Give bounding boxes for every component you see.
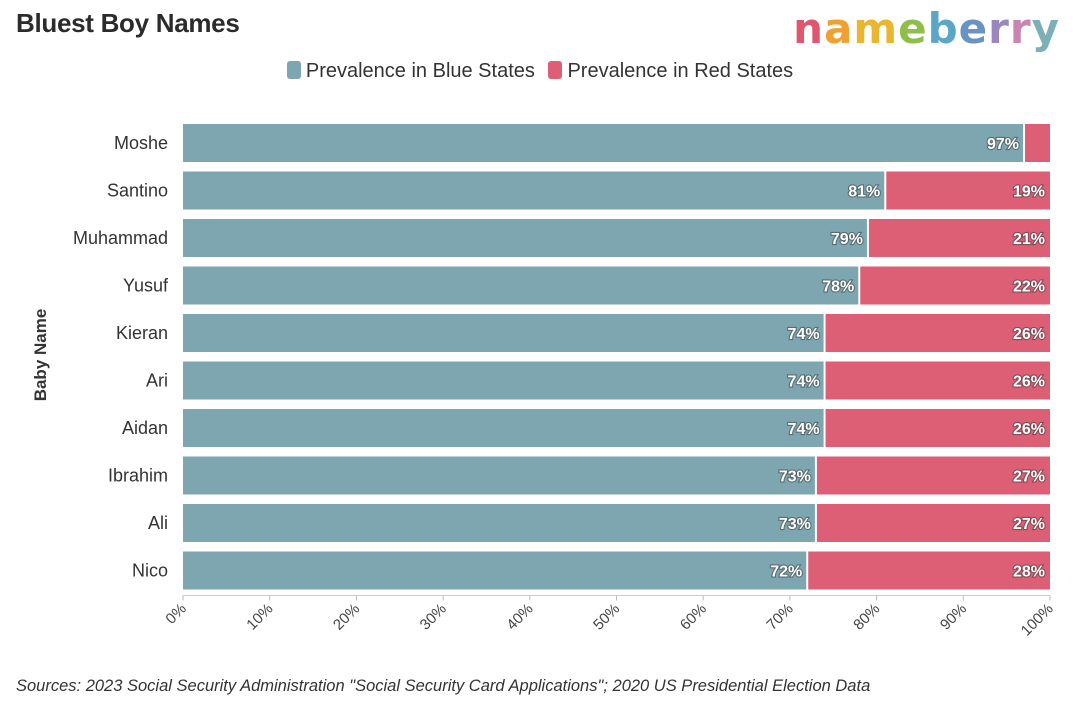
bar-red (824, 409, 1050, 447)
x-tick-label: 40% (503, 600, 536, 633)
x-tick-label: 20% (330, 600, 363, 633)
category-label: Nico (132, 561, 168, 581)
category-label: Ali (148, 513, 168, 533)
data-label-blue: 74% (788, 326, 820, 343)
bar-red (885, 171, 1050, 210)
data-label-blue: 78% (822, 279, 854, 296)
x-tick-label: 0% (162, 600, 189, 627)
bar-red (824, 361, 1050, 400)
source-note: Sources: 2023 Social Security Administra… (16, 677, 871, 695)
x-tick-label: 60% (677, 600, 710, 633)
logo-letter: m (853, 4, 899, 53)
logo-letter: y (1031, 4, 1060, 53)
data-label-red: 27% (1013, 516, 1045, 533)
bar-blue (183, 504, 816, 542)
bar-blue (183, 124, 1024, 162)
x-tick-label: 10% (243, 600, 276, 633)
category-label: Muhammad (73, 228, 168, 248)
category-label: Yusuf (123, 276, 169, 296)
bar-blue (183, 551, 808, 590)
bar-red (1023, 124, 1050, 162)
chart-title: Bluest Boy Names (16, 8, 240, 38)
logo-letter: a (823, 4, 854, 53)
data-label-blue: 74% (788, 421, 820, 438)
data-label-blue: 81% (848, 184, 880, 201)
x-tick-label: 90% (937, 600, 970, 633)
x-tick-label: 30% (417, 600, 450, 633)
x-tick-label: 70% (763, 600, 796, 633)
data-label-red: 26% (1013, 374, 1045, 391)
legend-swatch-red (548, 61, 563, 79)
bar-blue (183, 456, 816, 495)
legend-swatch-blue (286, 61, 301, 79)
bar-blue (183, 171, 886, 210)
data-label-blue: 74% (788, 374, 820, 391)
logo-letter: r (988, 4, 1010, 53)
data-label-red: 26% (1013, 326, 1045, 343)
bar-blue (183, 219, 868, 257)
legend: Prevalence in Blue States Prevalence in … (0, 60, 1080, 83)
bar-red (815, 504, 1050, 542)
x-tick-label: 50% (590, 600, 623, 633)
bar-blue (183, 314, 825, 352)
x-tick-label: 100% (1018, 600, 1057, 639)
logo-letter: n (793, 4, 824, 53)
data-label-blue: 79% (831, 231, 863, 248)
logo-letter: e (898, 4, 928, 53)
data-label-blue: 73% (779, 469, 811, 486)
legend-item-blue: Prevalence in Blue States (286, 60, 535, 83)
legend-label-red: Prevalence in Red States (567, 60, 794, 82)
data-label-blue: 97% (987, 136, 1019, 153)
bar-red (807, 551, 1050, 590)
logo-letter: r (1009, 4, 1032, 53)
logo-letter: e (958, 4, 989, 53)
data-label-red: 19% (1013, 184, 1045, 201)
data-label-red: 28% (1013, 564, 1045, 581)
category-label: Ibrahim (108, 466, 168, 486)
bar-red (867, 219, 1050, 257)
bar-blue (183, 361, 825, 400)
logo-letter: b (927, 4, 959, 53)
category-label: Santino (107, 181, 168, 201)
x-tick-label: 80% (850, 600, 883, 633)
bar-red (815, 456, 1050, 495)
data-label-red: 27% (1013, 469, 1045, 486)
data-label-red: 26% (1013, 421, 1045, 438)
legend-item-red: Prevalence in Red States (548, 60, 793, 83)
bar-red (824, 314, 1050, 352)
data-label-red: 21% (1013, 231, 1045, 248)
bar-blue (183, 409, 825, 447)
y-axis-title: Baby Name (31, 309, 50, 402)
category-label: Ari (146, 371, 168, 391)
category-label: Moshe (114, 133, 168, 153)
category-label: Kieran (116, 323, 168, 343)
bar-blue (183, 266, 860, 305)
data-label-red: 22% (1013, 279, 1045, 296)
category-label: Aidan (122, 418, 168, 438)
legend-label-blue: Prevalence in Blue States (305, 60, 535, 82)
data-label-blue: 72% (770, 564, 802, 581)
data-label-blue: 73% (779, 516, 811, 533)
bar-red (859, 266, 1050, 305)
nameberry-logo: nameberry (793, 8, 1060, 50)
